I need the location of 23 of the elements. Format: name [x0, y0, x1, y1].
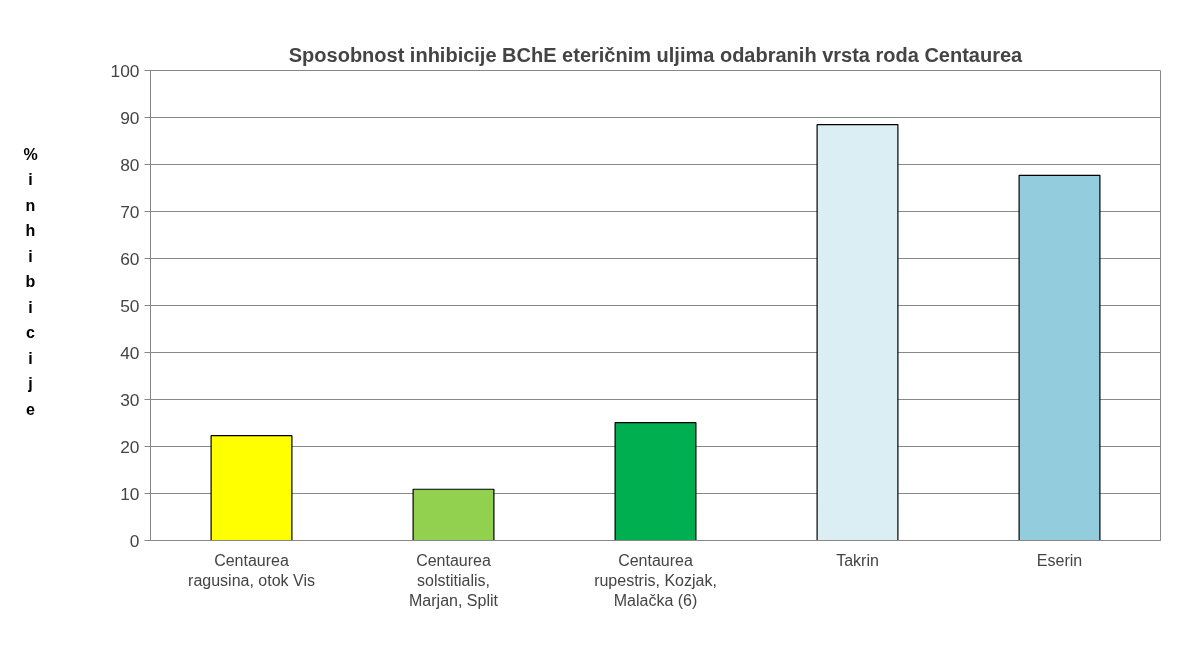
y-tick-label: 20: [120, 436, 140, 457]
x-tick-label: Takrin: [836, 551, 879, 569]
bar: [614, 421, 697, 541]
y-tick-label: 40: [120, 342, 140, 363]
text: % inhibicije: [23, 145, 38, 418]
y-tick-label: 0: [129, 530, 140, 551]
bar: [1018, 174, 1101, 541]
bar: [816, 123, 899, 541]
bar: [412, 488, 495, 541]
x-tick-label: Centaurea ragusina, otok Vis: [188, 551, 315, 589]
bar: [210, 435, 293, 541]
y-tick-label: 90: [120, 107, 140, 128]
y-tick-label: 70: [120, 201, 140, 222]
y-tick-label: 10: [120, 483, 140, 504]
x-tick-label: Centaurea rupestris, Kozjak, Malačka (6): [594, 551, 717, 610]
y-tick-label: 50: [120, 295, 140, 316]
y-tick-label: 30: [120, 389, 140, 410]
x-tick-label: Centaurea solstitialis, Marjan, Split: [409, 551, 499, 610]
y-tick-label: 80: [120, 154, 140, 175]
y-tick-label: 60: [120, 248, 140, 269]
y-tick-label: 100: [110, 60, 140, 81]
chart-title: Sposobnost inhibicije BChE eteričnim uljima odabranih vrsta roda Centaurea: [288, 43, 1024, 66]
x-tick-label: Eserin: [1036, 551, 1083, 569]
